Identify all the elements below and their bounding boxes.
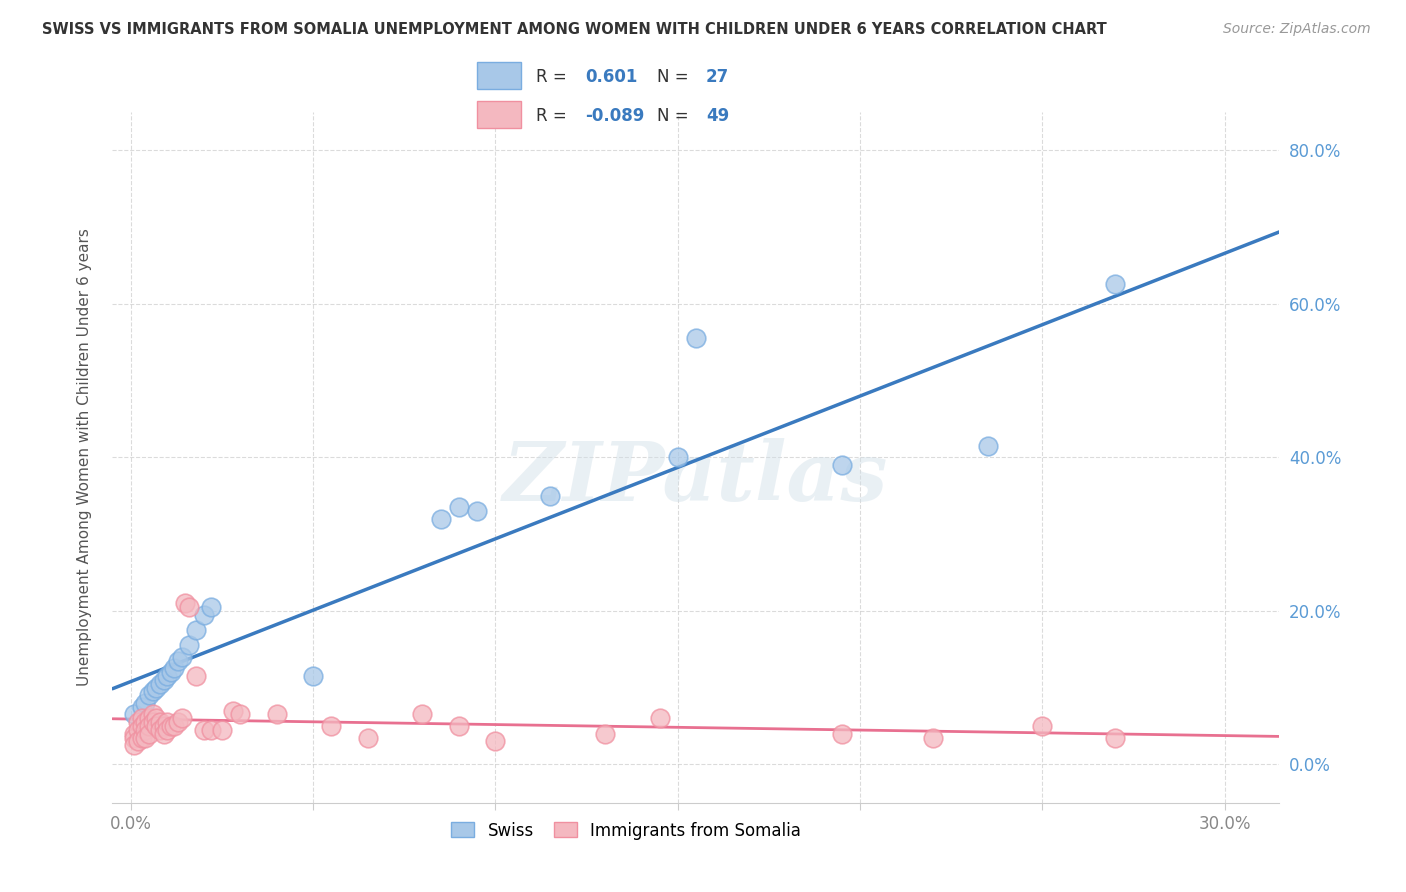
Point [149,723,172,737]
Point [138,711,160,725]
Point [160,719,183,733]
Point [131,731,153,745]
Point [976,439,998,453]
Point [134,715,156,730]
Point [145,711,167,725]
Point [429,511,451,525]
Point [302,669,325,683]
Point [138,726,160,740]
Text: R =: R = [536,69,567,87]
Point [177,599,200,614]
Point [167,715,190,730]
Point [156,723,179,737]
Point [484,734,506,748]
Point [1104,731,1126,745]
Point [211,723,233,737]
Point [131,719,153,733]
Point [124,707,146,722]
Point [167,654,190,668]
Point [177,638,200,652]
Point [124,738,146,752]
Point [357,731,380,745]
Point [134,731,156,745]
Point [831,458,853,472]
Point [538,489,561,503]
Point [222,704,245,718]
Point [1104,277,1126,292]
Point [149,715,172,730]
Text: R =: R = [536,107,567,125]
Point [127,723,149,737]
Point [156,669,179,683]
Point [145,719,167,733]
Point [593,726,616,740]
Point [465,504,488,518]
Point [200,723,222,737]
Point [200,599,222,614]
Point [145,681,167,695]
Point [124,731,146,745]
Point [127,734,149,748]
Text: ZIPatlas: ZIPatlas [503,438,889,518]
Point [138,719,160,733]
Point [229,707,252,722]
Point [186,623,208,637]
Point [411,707,433,722]
Point [666,450,689,464]
Text: 27: 27 [706,69,730,87]
Point [131,711,153,725]
Bar [477,62,520,89]
Point [186,669,208,683]
Point [124,726,146,740]
Point [156,715,179,730]
Point [160,665,183,680]
Point [193,607,215,622]
Point [134,723,156,737]
Point [134,696,156,710]
Point [152,726,174,740]
Point [1031,719,1053,733]
Point [149,677,172,691]
Point [170,711,193,725]
Point [321,719,343,733]
Point [447,500,470,514]
Point [685,331,707,345]
Point [648,711,671,725]
Legend: Swiss, Immigrants from Somalia: Swiss, Immigrants from Somalia [444,815,808,847]
Point [142,684,165,698]
Text: 49: 49 [706,107,730,125]
Point [174,596,197,610]
Text: N =: N = [657,69,688,87]
Text: -0.089: -0.089 [585,107,645,125]
Point [152,719,174,733]
Point [142,715,165,730]
Point [142,707,165,722]
Point [163,661,186,675]
Point [138,688,160,702]
Point [831,726,853,740]
Point [193,723,215,737]
Point [127,715,149,730]
Text: SWISS VS IMMIGRANTS FROM SOMALIA UNEMPLOYMENT AMONG WOMEN WITH CHILDREN UNDER 6 : SWISS VS IMMIGRANTS FROM SOMALIA UNEMPLO… [42,22,1107,37]
Text: Source: ZipAtlas.com: Source: ZipAtlas.com [1223,22,1371,37]
Bar [477,101,520,128]
Point [131,699,153,714]
Text: 0.601: 0.601 [585,69,638,87]
Text: N =: N = [657,107,688,125]
Point [152,673,174,687]
Y-axis label: Unemployment Among Women with Children Under 6 years: Unemployment Among Women with Children U… [77,228,91,686]
Point [163,719,186,733]
Point [170,649,193,664]
Point [266,707,288,722]
Point [447,719,470,733]
Point [922,731,945,745]
